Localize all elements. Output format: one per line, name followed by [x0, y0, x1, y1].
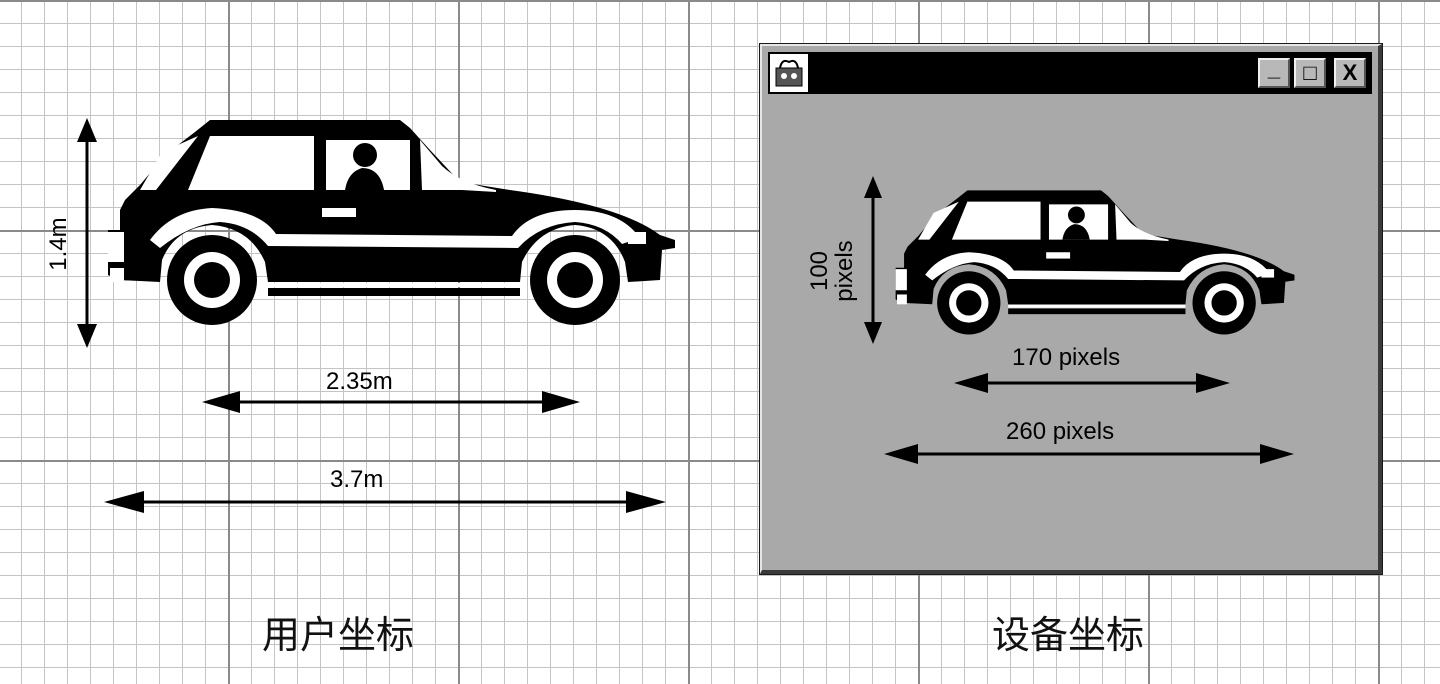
wheelbase-arrow-device: [954, 373, 1230, 393]
minimize-icon: _: [1267, 56, 1281, 81]
height-label-device-line1: 100: [806, 250, 833, 292]
car-illustration-device: [895, 190, 1295, 335]
height-arrow-user: [77, 118, 97, 348]
length-label-device: 260 pixels: [1006, 418, 1115, 445]
length-arrow-device: [884, 444, 1294, 464]
height-label-user: 1.4m: [45, 217, 72, 271]
length-arrow-user: [104, 491, 666, 513]
height-arrow-device: [864, 176, 882, 344]
length-label-user: 3.7m: [330, 466, 384, 493]
minimize-button[interactable]: _: [1258, 56, 1290, 88]
user-coordinates-caption: 用户坐标: [262, 613, 415, 657]
window-titlebar[interactable]: _ □ X: [768, 52, 1372, 94]
close-icon: X: [1342, 60, 1358, 85]
app-icon[interactable]: [770, 54, 808, 92]
height-label-device: 100 pixels: [806, 221, 861, 321]
close-button[interactable]: X: [1334, 58, 1366, 88]
height-label-device-line2: pixels: [831, 240, 859, 302]
device-window: _ □ X: [760, 44, 1382, 574]
car-illustration-user: [108, 120, 675, 325]
device-coordinates-caption: 设备坐标: [992, 613, 1145, 657]
maximize-icon: □: [1303, 60, 1317, 85]
wheelbase-label-user: 2.35m: [326, 368, 393, 395]
wheelbase-arrow-user: [202, 391, 580, 413]
wheelbase-label-device: 170 pixels: [1012, 344, 1121, 371]
maximize-button[interactable]: □: [1294, 58, 1326, 88]
